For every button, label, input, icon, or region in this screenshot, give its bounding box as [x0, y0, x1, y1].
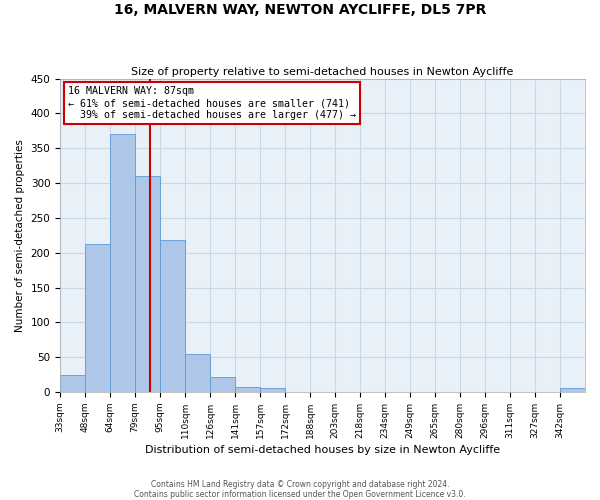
- Title: Size of property relative to semi-detached houses in Newton Aycliffe: Size of property relative to semi-detach…: [131, 66, 514, 76]
- Bar: [85, 244, 110, 392]
- Bar: [235, 387, 260, 392]
- Bar: [560, 388, 585, 392]
- Bar: [260, 388, 285, 392]
- Bar: [60, 374, 85, 392]
- Bar: [160, 240, 185, 392]
- Bar: [185, 354, 210, 392]
- Text: 16 MALVERN WAY: 87sqm
← 61% of semi-detached houses are smaller (741)
  39% of s: 16 MALVERN WAY: 87sqm ← 61% of semi-deta…: [68, 86, 356, 120]
- Bar: [210, 376, 235, 392]
- Text: Contains HM Land Registry data © Crown copyright and database right 2024.
Contai: Contains HM Land Registry data © Crown c…: [134, 480, 466, 499]
- Bar: [135, 176, 160, 392]
- Bar: [110, 134, 135, 392]
- Text: 16, MALVERN WAY, NEWTON AYCLIFFE, DL5 7PR: 16, MALVERN WAY, NEWTON AYCLIFFE, DL5 7P…: [114, 2, 486, 16]
- X-axis label: Distribution of semi-detached houses by size in Newton Aycliffe: Distribution of semi-detached houses by …: [145, 445, 500, 455]
- Y-axis label: Number of semi-detached properties: Number of semi-detached properties: [15, 139, 25, 332]
